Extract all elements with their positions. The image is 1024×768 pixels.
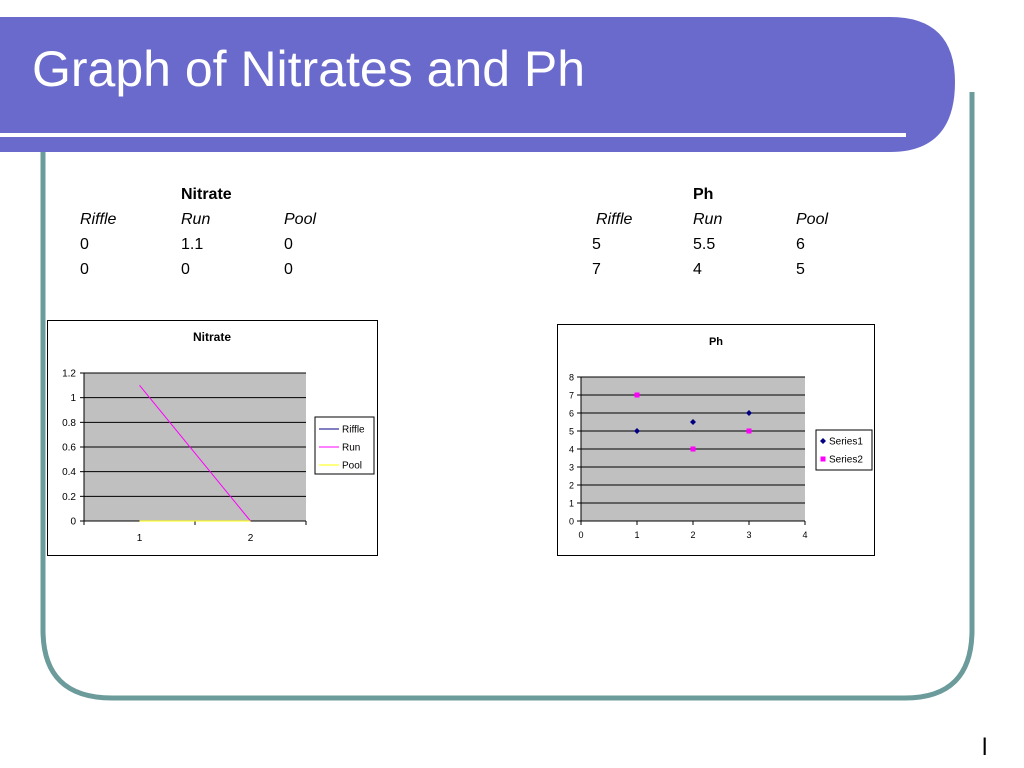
slide-title: Graph of Nitrates and Ph <box>32 41 586 97</box>
title-underline <box>0 133 906 137</box>
table-cell: 5.5 <box>693 236 716 253</box>
legend-label: Series1 <box>829 437 863 448</box>
ph-chart: Ph 0 1 2 3 4 5 6 7 8 0 1 2 3 4 Series1 Series2 <box>557 324 875 556</box>
table-cell: 5 <box>796 261 805 278</box>
content-frame <box>40 92 975 701</box>
table-cell: 0 <box>80 236 89 253</box>
data-point-series1 <box>634 428 640 434</box>
y-tick-label: 7 <box>569 391 574 401</box>
table-cell: 7 <box>592 261 601 278</box>
table-cell: 4 <box>693 261 702 278</box>
x-tick-label: 1 <box>634 530 639 540</box>
table-row: 5 5.5 6 <box>592 232 892 257</box>
nitrate-header-riffle: Riffle <box>80 211 117 228</box>
y-tick-label: 0.6 <box>62 443 76 454</box>
ph-table: Ph Riffle Run Pool 5 5.5 6 7 4 5 <box>592 182 892 282</box>
legend-swatch <box>820 456 826 462</box>
y-tick-label: 1 <box>70 393 76 404</box>
nitrate-chart: Nitrate 0 0.2 0.4 0.6 0.8 1 1.2 1 2 Riffle Run Pool <box>47 320 378 556</box>
y-tick-label: 0.4 <box>62 467 76 478</box>
x-tick-label: 2 <box>248 533 254 544</box>
table-cell: 0 <box>284 236 293 253</box>
y-tick-label: 0 <box>70 517 76 528</box>
x-tick-label: 0 <box>578 530 583 540</box>
nitrate-table: Nitrate Riffle Run Pool 0 1.1 0 0 0 0 <box>80 182 380 282</box>
legend-label: Pool <box>342 461 362 472</box>
data-point-series1 <box>746 410 752 416</box>
table-row: 0 0 0 <box>80 257 380 282</box>
y-tick-label: 3 <box>569 463 574 473</box>
x-tick-label: 2 <box>690 530 695 540</box>
legend-box <box>815 429 873 471</box>
ph-chart-svg: Ph 0 1 2 3 4 5 6 7 8 0 1 2 3 4 Series1 Series2 <box>569 336 873 540</box>
table-cell: 0 <box>181 261 190 278</box>
ph-header-pool: Pool <box>796 211 829 228</box>
y-tick-label: 8 <box>569 373 574 383</box>
x-tick-label: 3 <box>746 530 751 540</box>
table-row: 0 1.1 0 <box>80 232 380 257</box>
chart-title: Nitrate <box>193 330 231 344</box>
table-cell: 0 <box>284 261 293 278</box>
legend-label: Riffle <box>342 425 365 436</box>
legend-label: Series2 <box>829 455 863 466</box>
y-tick-label: 2 <box>569 481 574 491</box>
y-tick-label: 0 <box>569 517 574 527</box>
table-cell: 5 <box>592 236 601 253</box>
ph-table-title: Ph <box>693 186 714 203</box>
y-tick-label: 4 <box>569 445 574 455</box>
page-number: l <box>982 734 988 761</box>
data-point-series2 <box>690 446 696 452</box>
table-row: 7 4 5 <box>592 257 892 282</box>
y-tick-label: 6 <box>569 409 574 419</box>
data-point-series1 <box>690 419 696 425</box>
nitrate-table-title: Nitrate <box>181 186 232 203</box>
y-tick-label: 1.2 <box>62 369 76 380</box>
ph-header-run: Run <box>693 211 723 228</box>
nitrate-chart-svg: Nitrate 0 0.2 0.4 0.6 0.8 1 1.2 1 2 Riffle Run Pool <box>62 330 375 544</box>
chart-title: Ph <box>709 336 723 348</box>
legend-label: Run <box>342 443 360 454</box>
x-tick-label: 1 <box>137 533 143 544</box>
title-banner <box>0 17 955 152</box>
ph-header-riffle: Riffle <box>596 211 633 228</box>
y-tick-label: 0.2 <box>62 492 76 503</box>
table-cell: 1.1 <box>181 236 204 253</box>
series-line-run <box>139 385 251 522</box>
nitrate-header-pool: Pool <box>284 211 317 228</box>
y-tick-label: 1 <box>569 499 574 509</box>
x-tick-label: 4 <box>802 530 807 540</box>
table-cell: 6 <box>796 236 805 253</box>
legend-swatch <box>820 438 826 444</box>
data-point-series2 <box>634 392 640 398</box>
y-tick-label: 0.8 <box>62 418 76 429</box>
y-tick-label: 5 <box>569 427 574 437</box>
table-cell: 0 <box>80 261 89 278</box>
nitrate-header-run: Run <box>181 211 211 228</box>
data-point-series2 <box>746 428 752 434</box>
